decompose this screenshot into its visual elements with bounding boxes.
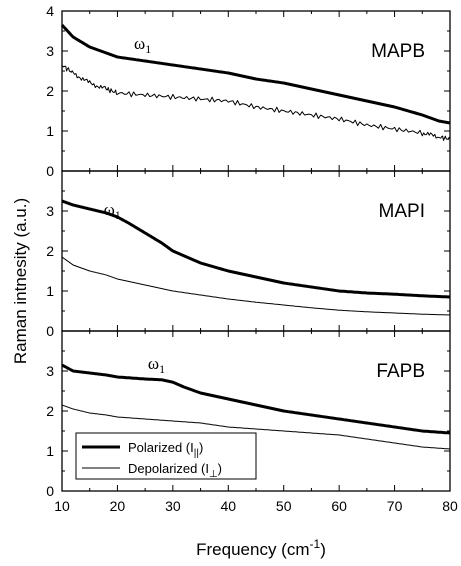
y-tick-label: 2 — [46, 403, 54, 419]
legend-entry: Depolarized (I⊥) — [128, 461, 222, 480]
peak-subscript: 1 — [159, 362, 165, 376]
legend-tail: ) — [199, 440, 203, 455]
x-tick-label: 10 — [54, 498, 70, 514]
legend-subscript: || — [194, 448, 199, 459]
peak-subscript: 1 — [145, 42, 151, 56]
depolarized-line — [61, 65, 451, 141]
peak-symbol: ω — [148, 354, 159, 373]
peak-label: ω1 — [104, 200, 121, 222]
panel-label: MAPB — [371, 41, 425, 62]
y-tick-label: 3 — [46, 363, 54, 379]
x-tick-label: 80 — [442, 498, 458, 514]
depolarized-line — [61, 404, 451, 450]
legend-subscript: ⊥ — [209, 469, 218, 480]
panel-label: MAPI — [379, 201, 425, 222]
x-axis-title: Frequency (cm-1) — [196, 537, 326, 559]
legend-box — [75, 432, 257, 480]
y-tick-label: 0 — [46, 163, 54, 179]
depolarized-line — [61, 256, 451, 316]
y-tick-label: 2 — [46, 83, 54, 99]
polarized-line — [60, 23, 451, 125]
legend-label: Polarized (I — [128, 440, 194, 455]
x-tick-label: 40 — [220, 498, 236, 514]
y-tick-label: 3 — [46, 203, 54, 219]
x-tick-label: 70 — [387, 498, 403, 514]
peak-subscript: 1 — [115, 208, 121, 222]
y-tick-label: 3 — [46, 43, 54, 59]
legend-tail: ) — [218, 461, 222, 476]
y-tick-label: 1 — [46, 443, 54, 459]
polarized-line — [61, 199, 451, 299]
polarized-line — [61, 363, 451, 435]
peak-symbol: ω — [104, 200, 115, 219]
x-tick-label: 30 — [165, 498, 181, 514]
peak-label: ω1 — [134, 34, 151, 56]
panel-label: FAPB — [376, 361, 425, 382]
y-tick-label: 0 — [46, 323, 54, 339]
y-tick-label: 1 — [46, 283, 54, 299]
x-tick-label: 50 — [276, 498, 292, 514]
x-tick-label: 60 — [331, 498, 347, 514]
y-tick-label: 2 — [46, 243, 54, 259]
x-tick-label: 20 — [110, 498, 126, 514]
y-tick-label: 1 — [46, 123, 54, 139]
y-tick-label: 0 — [46, 483, 54, 499]
peak-label: ω1 — [148, 354, 165, 376]
y-axis-title: Raman intnesity (a.u.) — [11, 198, 30, 364]
legend: Polarized (I||)Depolarized (I⊥) — [75, 432, 257, 480]
legend-entry: Polarized (I||) — [128, 440, 203, 459]
panel-frame — [61, 10, 451, 172]
legend-label: Depolarized (I — [128, 461, 209, 476]
panel-frame — [61, 170, 451, 332]
peak-symbol: ω — [134, 34, 145, 53]
y-tick-label: 4 — [46, 3, 54, 19]
